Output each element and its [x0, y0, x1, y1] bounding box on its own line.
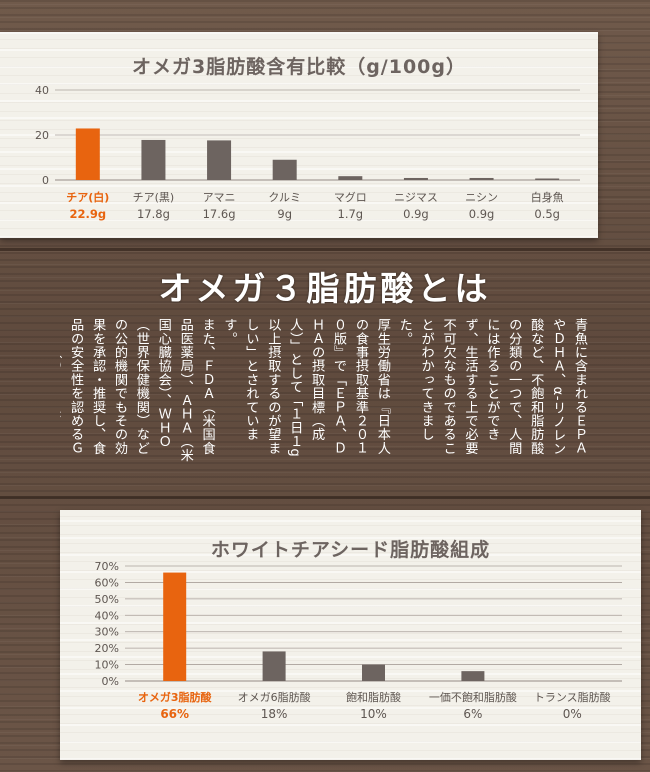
fatty-acid-composition-chart: 70% 60% 50% 40% 30% 20% 10% 0% オメガ3脂肪酸 66% オメガ6脂肪酸… — [95, 560, 622, 721]
data-label: 6% — [463, 707, 482, 721]
data-label: 0.5g — [534, 207, 560, 221]
data-label: 18% — [261, 707, 288, 721]
category-label: クルミ — [268, 191, 301, 204]
bar — [141, 139, 166, 180]
data-label: 22.9g — [70, 207, 107, 221]
category-label: ニシン — [465, 191, 498, 204]
bar — [535, 178, 560, 180]
description-paragraph: 青魚に含まれるＥＰＡやＤＨＡ、α‐リノレン酸など、不飽和脂肪酸の分類の一つで、人… — [396, 318, 587, 456]
bar — [461, 671, 485, 681]
data-label: 9g — [277, 207, 292, 221]
bar — [403, 177, 428, 180]
category-label: オメガ3脂肪酸 — [138, 690, 213, 704]
bar — [207, 140, 232, 180]
y-tick-label: 40 — [35, 84, 49, 97]
y-tick-label: 10% — [95, 659, 119, 672]
y-tick-label: 20% — [95, 642, 119, 655]
y-tick-label: 50% — [95, 593, 119, 606]
data-label: 1.7g — [338, 207, 364, 221]
fatty-acid-composition-panel: ホワイトチアシード脂肪酸組成 70% 60% 50% 40% 30% 20% 10% 0% オメ… — [60, 510, 641, 760]
y-tick-label: 0 — [42, 174, 49, 187]
data-label: 0.9g — [403, 207, 429, 221]
y-tick-label: 30% — [95, 626, 119, 639]
data-label: 0.9g — [469, 207, 495, 221]
category-label: マグロ — [334, 190, 367, 204]
data-label: 0% — [563, 707, 582, 721]
section-heading: オメガ３脂肪酸とは — [158, 269, 492, 308]
category-label: 一価不飽和脂肪酸 — [429, 690, 517, 704]
omega3-comparison-chart: 40 20 0 チア(白) 22.9g チア(黒) 17.8g アマニ 17.6g クルミ 9g マグ… — [35, 84, 580, 221]
y-tick-label: 60% — [95, 576, 119, 589]
bar — [75, 128, 100, 180]
description-paragraph: 厚生労働省は『日本人の食事摂取基準２０１０版』で「ＥＰＡ、ＤＨＡの摂取目標（成人… — [221, 318, 390, 458]
data-label: 66% — [160, 707, 189, 721]
bar — [469, 177, 494, 180]
omega3-comparison-panel: オメガ3脂肪酸含有比較（g/100g） 40 20 0 チア(白) 22.9g チア(黒)… — [0, 32, 598, 238]
y-tick-label: 40% — [95, 609, 119, 622]
omega3-description: 青魚に含まれるＥＰＡやＤＨＡ、α‐リノレン酸など、不飽和脂肪酸の分類の一つで、人… — [60, 318, 590, 468]
data-label: 10% — [360, 707, 387, 721]
description-paragraph: また、ＦＤＡ（米国食品医薬局）、ＡＨＡ（米国心臓協会）、ＷＨＯ（世界保健機関）な… — [60, 318, 215, 463]
bar — [272, 159, 297, 180]
category-label: 白身魚 — [531, 190, 564, 204]
bar — [163, 572, 187, 681]
category-label: オメガ6脂肪酸 — [238, 690, 311, 704]
data-label: 17.8g — [137, 207, 170, 221]
category-label: アマニ — [203, 191, 236, 204]
y-tick-label: 20 — [35, 129, 49, 142]
category-label: チア(白) — [66, 190, 109, 204]
wood-plank-line — [0, 248, 650, 251]
category-label: ニジマス — [394, 191, 438, 204]
bar — [262, 651, 286, 681]
chart-title: ホワイトチアシード脂肪酸組成 — [210, 539, 491, 561]
bar — [362, 664, 385, 681]
bar — [338, 176, 363, 180]
chart-title: オメガ3脂肪酸含有比較（g/100g） — [131, 56, 467, 78]
wood-plank-line — [0, 496, 650, 499]
category-label: トランス脂肪酸 — [534, 690, 611, 704]
category-label: チア(黒) — [133, 191, 175, 204]
category-label: 飽和脂肪酸 — [346, 690, 401, 704]
y-tick-label: 0% — [102, 675, 119, 688]
data-label: 17.6g — [203, 207, 236, 221]
y-tick-label: 70% — [95, 560, 119, 573]
